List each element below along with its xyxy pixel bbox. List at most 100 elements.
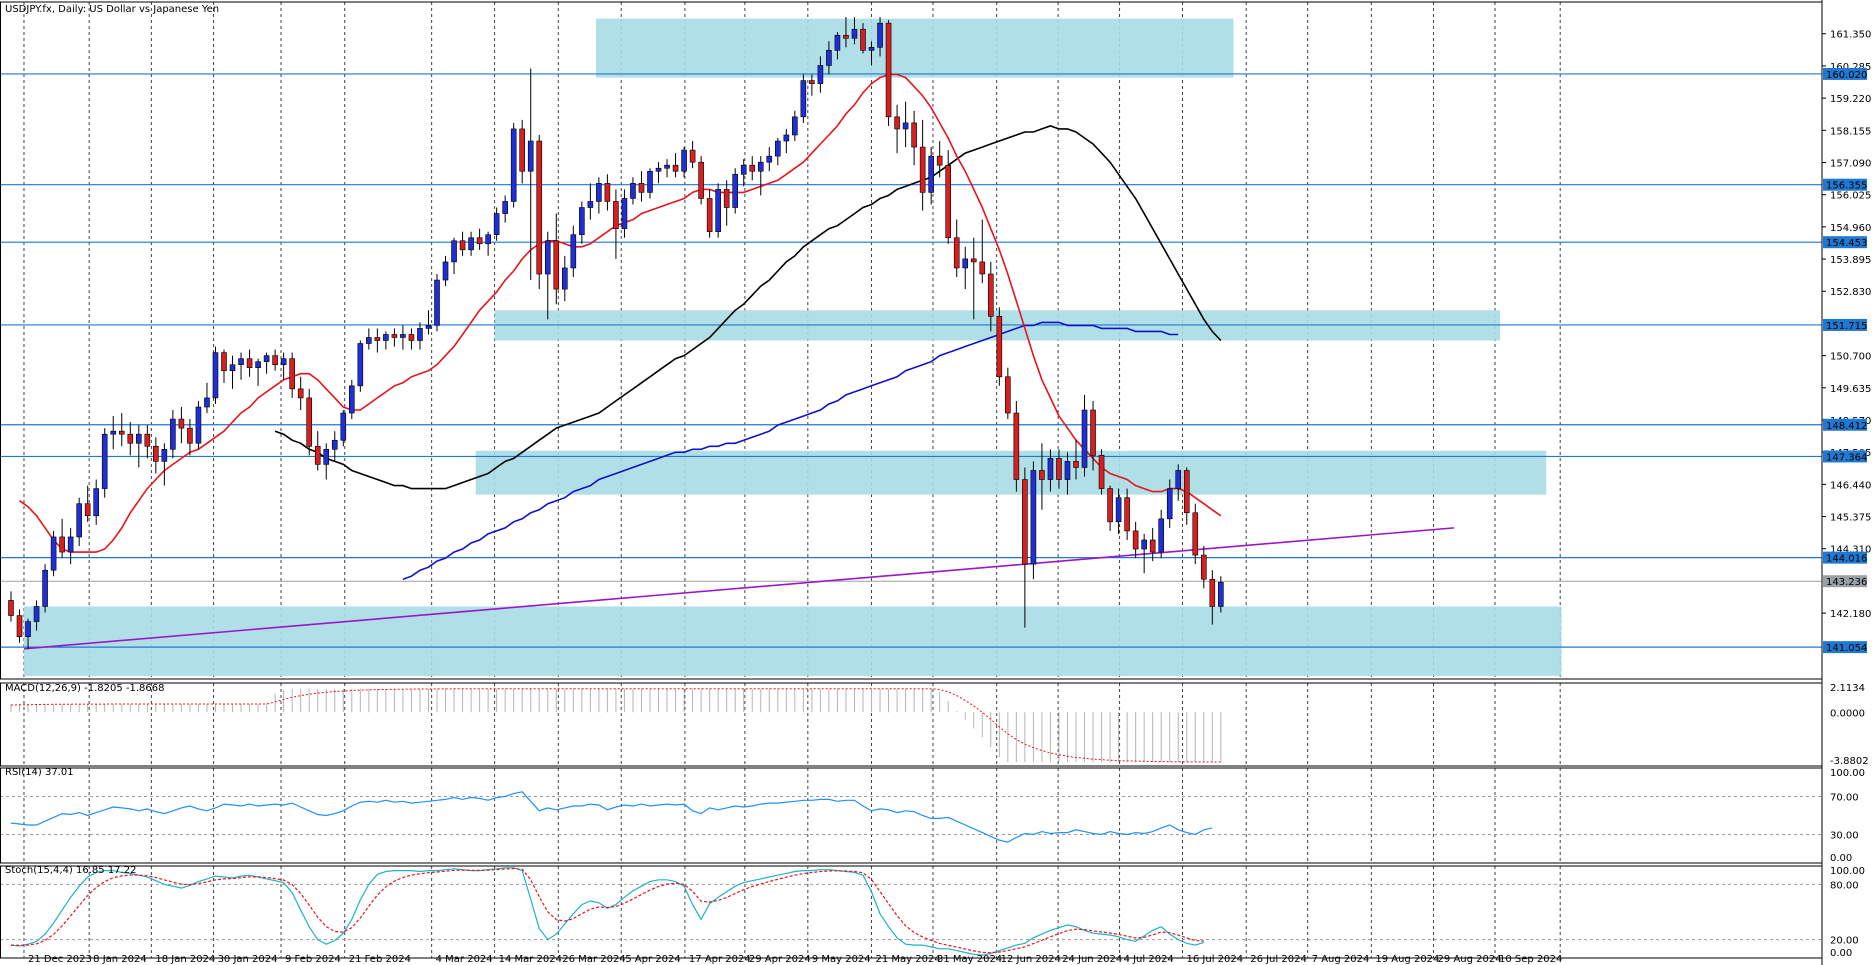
price-axis: 161.350 160.285 159.220 158.155 157.090 156.0…: [1822, 30, 1871, 959]
candle-body: [1013, 412, 1020, 480]
candle-body: [706, 198, 713, 232]
price-tick-label: 142.180: [1830, 609, 1871, 620]
candle-body: [144, 433, 151, 447]
candle-body: [1201, 554, 1207, 580]
stoch-tick-label: 100.00: [1830, 866, 1865, 877]
zone-box: [596, 18, 1234, 78]
indicator-panels: [0, 688, 1822, 956]
candle-body: [911, 122, 917, 148]
candle-body: [297, 388, 304, 399]
candle-body: [1064, 461, 1071, 480]
date-label: 12 Jun 2024: [1001, 954, 1061, 965]
date-label: 31 May 2024: [937, 954, 1002, 965]
price-tick-label: 152.830: [1830, 287, 1871, 298]
date-label: 21 Feb 2024: [349, 954, 411, 965]
candle-body: [655, 167, 662, 172]
candle-body: [1183, 470, 1190, 514]
candle-body: [527, 140, 534, 172]
candle-body: [272, 355, 278, 365]
candle-body: [314, 445, 321, 465]
candle-body: [434, 279, 440, 326]
candle-body: [979, 261, 986, 275]
date-label: 26 Mar 2024: [562, 954, 625, 965]
candle-body: [834, 34, 841, 51]
candle-body: [229, 364, 236, 372]
level-label-box: [1823, 178, 1867, 191]
candle-body: [1081, 409, 1088, 468]
candle-body: [800, 80, 807, 118]
level-label-box: [1823, 551, 1867, 564]
candle-body: [178, 418, 185, 429]
candle-body: [459, 240, 466, 251]
candle-body: [400, 334, 406, 338]
price-tick-label: 160.285: [1830, 62, 1871, 73]
level-label-box: [1823, 641, 1867, 654]
macd-tick-label: 2.1134: [1830, 683, 1865, 694]
candle-body: [579, 207, 585, 236]
candle-body: [25, 621, 31, 637]
date-label: 30 Jan 2024: [218, 954, 278, 965]
candle-body: [451, 240, 457, 263]
date-label: 24 Jun 2024: [1062, 954, 1122, 965]
candle-body: [902, 122, 909, 130]
candle-body: [340, 412, 347, 441]
level-label-text: 147.364: [1826, 452, 1867, 463]
candle-body: [263, 355, 270, 362]
price-tick-label: 145.375: [1830, 513, 1871, 524]
candle-body: [493, 213, 500, 236]
candle-body: [323, 449, 330, 465]
price-tick-label: 149.635: [1830, 384, 1871, 395]
candle-body: [774, 140, 781, 157]
candle-body: [33, 606, 40, 622]
candle-body: [894, 116, 900, 130]
candle-body: [50, 536, 57, 571]
candle-body: [485, 234, 491, 245]
level-label-text: 151.715: [1826, 321, 1867, 332]
moving-averages: [19, 73, 1222, 581]
date-label: 4 Jul 2024: [1124, 954, 1174, 965]
candle-body: [510, 128, 517, 202]
candle-body: [1030, 470, 1037, 565]
candle-body: [664, 164, 670, 169]
candle-body: [59, 536, 65, 553]
level-label-box: [1823, 236, 1867, 249]
level-label-text: 141.054: [1826, 643, 1867, 654]
date-label: 18 Jan 2024: [155, 954, 215, 965]
level-label-text: 160.020: [1826, 70, 1867, 81]
candle-body: [1039, 470, 1045, 480]
candle-body: [1158, 518, 1164, 553]
candle-body: [1192, 512, 1199, 556]
candle-body: [161, 449, 168, 462]
level-label-text: 154.453: [1826, 238, 1867, 249]
price-tick-label: 150.700: [1830, 352, 1871, 363]
candle-body: [536, 140, 543, 275]
candle-body: [987, 273, 994, 317]
candle-body: [425, 325, 432, 329]
level-label-box: [1823, 318, 1867, 331]
candle-body: [561, 267, 568, 290]
candle-body: [621, 198, 628, 229]
candle-body: [928, 155, 934, 193]
candle-body: [1141, 539, 1147, 550]
rsi-tick-label: 70.00: [1830, 793, 1859, 804]
candle-body: [374, 337, 381, 341]
rsi-label: RSI(14) 37.01: [5, 767, 74, 778]
candle-body: [715, 189, 721, 232]
candle-body: [553, 240, 560, 290]
candle-body: [698, 161, 704, 199]
price-tick-label: 154.960: [1830, 223, 1871, 234]
price-tick-label: 156.025: [1830, 191, 1871, 202]
candle-body: [110, 430, 117, 435]
candle-body: [442, 261, 449, 281]
candle-body: [596, 183, 602, 202]
date-label: 26 Jul 2024: [1250, 954, 1307, 965]
macd-signal-line: [10, 688, 1221, 763]
candle-body: [681, 149, 687, 172]
candle-body: [1115, 497, 1122, 523]
candle-body: [647, 170, 653, 193]
candle-body: [67, 536, 74, 553]
horizontal-levels: [0, 73, 1822, 648]
candle-body: [118, 430, 125, 435]
candle-body: [672, 164, 679, 172]
